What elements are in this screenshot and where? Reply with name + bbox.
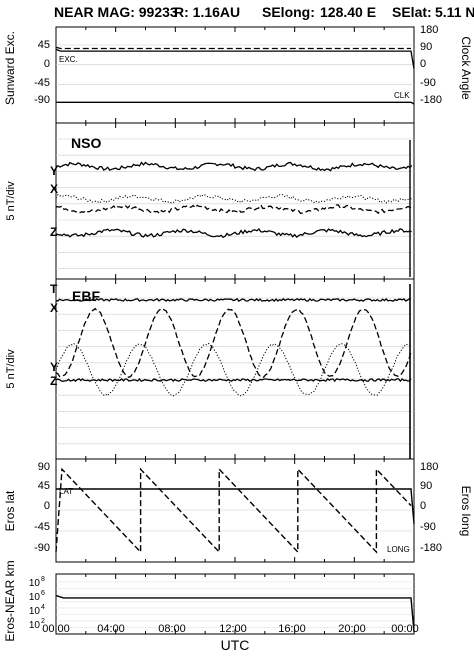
angles-right-tick-0: 180 (420, 24, 438, 36)
ebf-z-label: Z (50, 374, 57, 388)
angles-right-tick-3: -90 (420, 77, 436, 89)
nso-series-Y (55, 193, 412, 204)
title-selat-label: SElat: (392, 4, 432, 20)
axis-ticks (55, 27, 415, 634)
eros-right-tick-2: 0 (420, 500, 426, 512)
dist-ytick-labels: 10 8 10 6 10 4 10 2 (29, 576, 45, 631)
ebf-series-Z (55, 377, 412, 383)
panel-ebf-frame (55, 278, 415, 460)
exc-label: EXC. (59, 55, 78, 64)
eros-right-tick-4: -180 (420, 542, 442, 554)
xtick-1: 04:00 (97, 623, 125, 635)
dist-tick-label-2: 10 (29, 606, 41, 617)
xtick-5: 20:00 (338, 623, 366, 635)
xtick-3: 12:00 (219, 623, 247, 635)
xtick-0: 00:00 (42, 623, 70, 635)
ebf-series-Y (55, 342, 412, 397)
dist-tick-exp-3: 2 (41, 618, 45, 625)
nso-ylabel: 5 nT/div (5, 181, 17, 221)
dist-tick-label-3: 10 (29, 620, 41, 631)
eros-left-tick-1: 45 (38, 480, 50, 492)
angles-ylabel-left: Sunward Exc. (3, 31, 17, 105)
eros-left-tick-2: 0 (44, 500, 50, 512)
eros-left-tick-3: -45 (34, 521, 50, 533)
nso-x-label: X (50, 182, 58, 196)
ebf-y-label: Y (50, 360, 58, 374)
ebf-series-T (55, 297, 412, 303)
nso-series-X (55, 203, 412, 215)
lat-label: LAT (59, 487, 73, 496)
nso-panel-label: NSO (71, 135, 101, 151)
dist-tick-label-1: 10 (29, 592, 41, 603)
angles-right-tick-1: 90 (420, 41, 432, 53)
nso-series-Z (55, 228, 412, 239)
eros-left-tick-0: 90 (38, 461, 50, 473)
angles-series-2 (56, 101, 415, 105)
angles-left-tick-3: -90 (34, 94, 50, 106)
eros-long-line (55, 467, 412, 554)
dist-ylabel: Eros-NEAR km (3, 560, 17, 641)
ebf-panel-label: EBF (72, 288, 100, 304)
title-r: R: 1.16AU (174, 4, 240, 20)
ebf-ylabel: 5 nT/div (5, 349, 17, 389)
series-lines (55, 46, 415, 633)
ebf-x-label: X (50, 301, 58, 315)
nso-z-label: Z (50, 225, 57, 239)
title-mission: NEAR MAG: 99233 (54, 4, 178, 20)
dist-tick-label-0: 10 (29, 578, 41, 589)
title-selat-value: 5.11 N (435, 4, 474, 20)
eros-right-tick-0: 180 (420, 461, 438, 473)
eros-right-tick-3: -90 (420, 521, 436, 533)
xtick-6: 00:00 (391, 623, 419, 635)
title-selong-label: SElong: (262, 4, 315, 20)
long-label: LONG (387, 545, 410, 554)
angles-left-tick-1: 0 (44, 58, 50, 70)
x-axis-label: UTC (221, 637, 250, 653)
eros-lat-line (56, 488, 415, 525)
panel-angles-frame (55, 26, 415, 124)
panel-eros-frame (55, 458, 415, 563)
dist-tick-exp-2: 4 (41, 604, 45, 611)
angles-right-tick-2: 0 (420, 58, 426, 70)
angles-series-1 (55, 48, 415, 70)
ebf-series-X (55, 307, 412, 379)
clk-label: CLK (394, 91, 410, 100)
eros-ylabel-right: Eros long (459, 486, 473, 537)
nso-y-label: Y (50, 164, 58, 178)
eros-left-tick-4: -90 (34, 542, 50, 554)
title-selong-value: 128.40 E (320, 4, 376, 20)
eros-ylabel-left: Eros lat (3, 490, 17, 531)
ebf-t-label: T (50, 282, 58, 296)
angles-left-tick-0: 45 (38, 39, 50, 51)
dist-series (55, 594, 415, 633)
angles-left-tick-2: -45 (34, 77, 50, 89)
dist-tick-exp-0: 8 (41, 576, 45, 583)
eros-right-tick-1: 90 (420, 480, 432, 492)
dist-tick-exp-1: 6 (41, 590, 45, 597)
angles-right-tick-4: -180 (420, 94, 442, 106)
angles-series-0 (55, 46, 411, 50)
angles-ylabel-right: Clock Angle (459, 36, 473, 100)
xtick-2: 08:00 (158, 623, 186, 635)
xtick-4: 16:00 (278, 623, 306, 635)
gridlines (56, 44, 414, 628)
nso-series-T (55, 161, 412, 172)
